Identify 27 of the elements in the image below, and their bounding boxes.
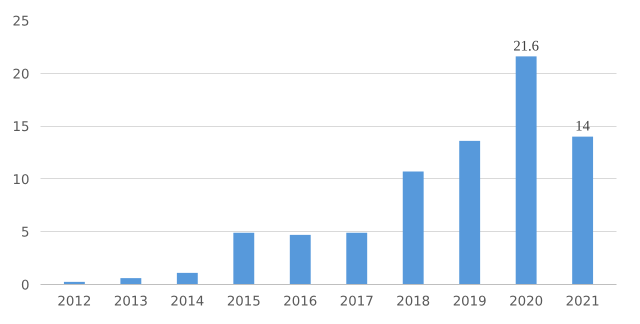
bar xyxy=(346,232,368,284)
y-tick-label: 20 xyxy=(12,67,30,82)
bar xyxy=(120,278,142,284)
x-tick-label: 2021 xyxy=(566,294,600,310)
x-tick-label: 2014 xyxy=(170,294,204,310)
x-tick-label: 2015 xyxy=(226,294,261,310)
bar xyxy=(233,232,254,284)
bar xyxy=(516,56,537,284)
x-tick-label: 2020 xyxy=(509,294,544,310)
x-tick-label: 2013 xyxy=(114,294,148,310)
y-tick-label: 25 xyxy=(12,14,30,30)
y-tick-label: 5 xyxy=(21,226,30,241)
x-tick-label: 2012 xyxy=(57,294,92,310)
bar xyxy=(290,234,311,284)
y-tick-label: 10 xyxy=(12,172,30,188)
x-tick-label: 2016 xyxy=(283,294,318,310)
bar xyxy=(176,272,198,284)
data-label: 14 xyxy=(575,118,591,135)
bar xyxy=(459,140,480,284)
bar xyxy=(572,136,594,284)
bar xyxy=(402,172,424,284)
y-tick-label: 15 xyxy=(12,120,30,136)
y-tick-label: 0 xyxy=(21,278,30,294)
x-tick-label: 2018 xyxy=(396,294,430,310)
x-tick-label: 2019 xyxy=(452,294,487,310)
x-tick-label: 2017 xyxy=(340,294,374,310)
data-label: 21.6 xyxy=(513,38,539,54)
